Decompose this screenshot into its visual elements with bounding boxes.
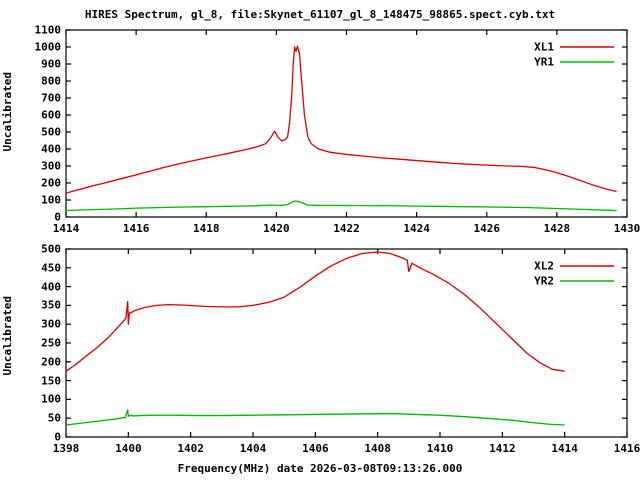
y-tick-label-bottom: 50: [47, 411, 61, 425]
x-tick-label-top: 1416: [122, 222, 150, 235]
y-tick-label-top: 1100: [34, 23, 62, 37]
x-tick-label-bottom: 1408: [364, 442, 391, 455]
y-tick-label-top: 500: [41, 125, 61, 139]
series-line-yr2: [65, 409, 565, 426]
legend-label-yr2: YR2: [534, 274, 554, 288]
y-tick-label-top: 1000: [34, 40, 62, 54]
x-tick-label-bottom: 1400: [115, 442, 142, 455]
series-line-xl1: [65, 45, 617, 194]
y-tick-label-bottom: 450: [41, 261, 61, 275]
y-tick-label-top: 600: [41, 108, 61, 122]
y-tick-label-bottom: 150: [41, 374, 61, 388]
x-tick-label-top: 1428: [543, 222, 571, 235]
y-tick-label-bottom: 500: [41, 242, 61, 256]
y-tick-label-top: 400: [41, 142, 61, 156]
y-tick-label-bottom: 200: [41, 355, 61, 369]
y-tick-label-top: 300: [41, 159, 61, 173]
x-tick-label-top: 1422: [333, 222, 360, 235]
x-tick-label-top: 1426: [473, 222, 501, 235]
y-tick-label-bottom: 250: [41, 336, 61, 350]
x-tick-label-top: 1418: [193, 222, 220, 235]
x-tick-label-bottom: 1404: [239, 442, 267, 455]
x-tick-label-bottom: 1398: [52, 442, 80, 455]
y-tick-label-top: 700: [41, 91, 61, 105]
y-tick-label-top: 100: [41, 193, 61, 207]
y-tick-label-top: 800: [41, 74, 61, 88]
series-line-yr1: [65, 200, 617, 212]
x-axis-label: Frequency(MHz) date 2026-03-08T09:13:26.…: [177, 462, 463, 475]
x-tick-label-bottom: 1402: [177, 442, 204, 455]
x-tick-label-top: 1414: [52, 222, 80, 235]
x-tick-label-bottom: 1406: [302, 442, 329, 455]
x-tick-label-bottom: 1410: [426, 442, 454, 455]
y-tick-label-bottom: 100: [41, 392, 61, 406]
series-line-xl2: [65, 251, 565, 372]
legend-label-yr1: YR1: [534, 55, 554, 69]
x-tick-label-bottom: 1414: [551, 442, 578, 455]
y-tick-label-bottom: 0: [54, 430, 61, 444]
x-tick-label-bottom: 1412: [489, 442, 516, 455]
y-tick-label-bottom: 350: [41, 298, 61, 312]
x-tick-label-top: 1424: [403, 222, 430, 235]
y-tick-label-bottom: 300: [41, 317, 61, 331]
y-tick-label-top: 200: [41, 176, 61, 190]
legend-label-xl1: XL1: [534, 40, 554, 54]
x-tick-label-top: 1430: [613, 222, 640, 235]
x-tick-label-top: 1420: [263, 222, 290, 235]
legend-label-xl2: XL2: [534, 259, 554, 273]
x-tick-label-bottom: 1416: [613, 442, 640, 455]
y-tick-label-top: 0: [54, 210, 61, 224]
y-tick-label-bottom: 400: [41, 280, 61, 294]
y-tick-label-top: 900: [41, 57, 61, 71]
page-title: HIRES Spectrum, gl_8, file:Skynet_61107_…: [84, 8, 556, 21]
